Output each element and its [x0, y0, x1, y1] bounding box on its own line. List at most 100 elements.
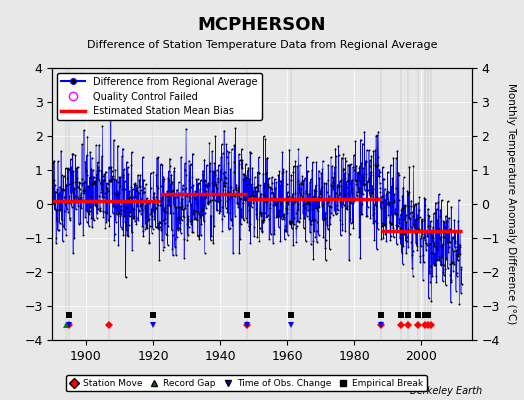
Point: [290, 215, 299, 221]
Point: [168, 232, 177, 238]
Point: [390, 197, 399, 203]
Point: [218, 228, 226, 234]
Point: [128, 204, 137, 210]
Point: [266, 195, 275, 201]
Point: [349, 225, 357, 231]
Point: [276, 178, 284, 184]
Point: [296, 190, 304, 196]
Point: [180, 236, 189, 242]
Point: [174, 225, 183, 232]
Point: [305, 215, 313, 222]
Point: [220, 179, 228, 186]
Point: [88, 180, 96, 187]
Point: [112, 210, 121, 216]
Point: [316, 190, 324, 197]
Point: [110, 190, 118, 196]
Point: [243, 196, 251, 203]
Point: [425, 268, 433, 274]
Point: [269, 195, 278, 202]
Point: [457, 266, 465, 272]
Point: [112, 177, 121, 183]
Point: [141, 202, 149, 209]
Point: [184, 213, 192, 220]
Point: [409, 163, 418, 169]
Point: [100, 171, 108, 178]
Point: [388, 175, 396, 182]
Point: [291, 158, 300, 164]
Point: [329, 179, 337, 186]
Point: [371, 147, 379, 153]
Point: [110, 176, 118, 182]
Point: [381, 231, 390, 238]
Point: [250, 188, 259, 194]
Point: [201, 210, 209, 216]
Point: [176, 214, 184, 221]
Point: [452, 287, 460, 294]
Point: [272, 199, 281, 206]
Point: [286, 218, 294, 225]
Point: [260, 217, 269, 223]
Point: [123, 208, 132, 215]
Point: [314, 232, 323, 238]
Point: [377, 205, 385, 211]
Point: [58, 172, 66, 178]
Point: [410, 225, 419, 232]
Point: [370, 201, 379, 208]
Point: [159, 217, 167, 223]
Point: [381, 196, 389, 203]
Point: [259, 218, 267, 225]
Point: [221, 183, 229, 190]
Point: [407, 197, 416, 204]
Point: [159, 246, 167, 253]
Point: [352, 178, 360, 184]
Point: [165, 176, 173, 183]
Point: [409, 212, 417, 219]
Point: [281, 228, 289, 234]
Point: [364, 187, 372, 194]
Point: [204, 201, 212, 207]
Point: [279, 166, 288, 172]
Point: [456, 229, 464, 236]
Point: [336, 232, 345, 238]
Point: [165, 202, 173, 208]
Point: [62, 199, 71, 205]
Point: [64, 181, 73, 188]
Point: [108, 199, 116, 205]
Point: [104, 188, 112, 194]
Point: [444, 265, 452, 272]
Point: [296, 214, 304, 221]
Point: [161, 205, 169, 212]
Point: [194, 233, 202, 240]
Point: [443, 236, 451, 242]
Point: [55, 190, 63, 196]
Point: [195, 211, 203, 218]
Point: [412, 229, 421, 235]
Point: [237, 206, 245, 212]
Point: [421, 228, 430, 234]
Point: [162, 193, 171, 199]
Point: [158, 178, 167, 184]
Point: [435, 236, 444, 242]
Point: [209, 182, 217, 188]
Point: [48, 184, 57, 190]
Point: [134, 199, 142, 206]
Point: [307, 218, 315, 224]
Point: [449, 234, 457, 240]
Point: [51, 182, 59, 188]
Point: [227, 216, 235, 223]
Point: [111, 204, 119, 210]
Point: [314, 208, 322, 214]
Point: [376, 180, 384, 186]
Point: [245, 223, 253, 230]
Point: [412, 201, 420, 207]
Point: [60, 226, 69, 232]
Point: [319, 158, 327, 164]
Point: [304, 207, 312, 214]
Point: [293, 200, 302, 207]
Point: [416, 214, 424, 220]
Point: [171, 194, 180, 200]
Point: [445, 226, 454, 232]
Point: [166, 162, 174, 169]
Point: [228, 192, 237, 199]
Point: [298, 194, 306, 200]
